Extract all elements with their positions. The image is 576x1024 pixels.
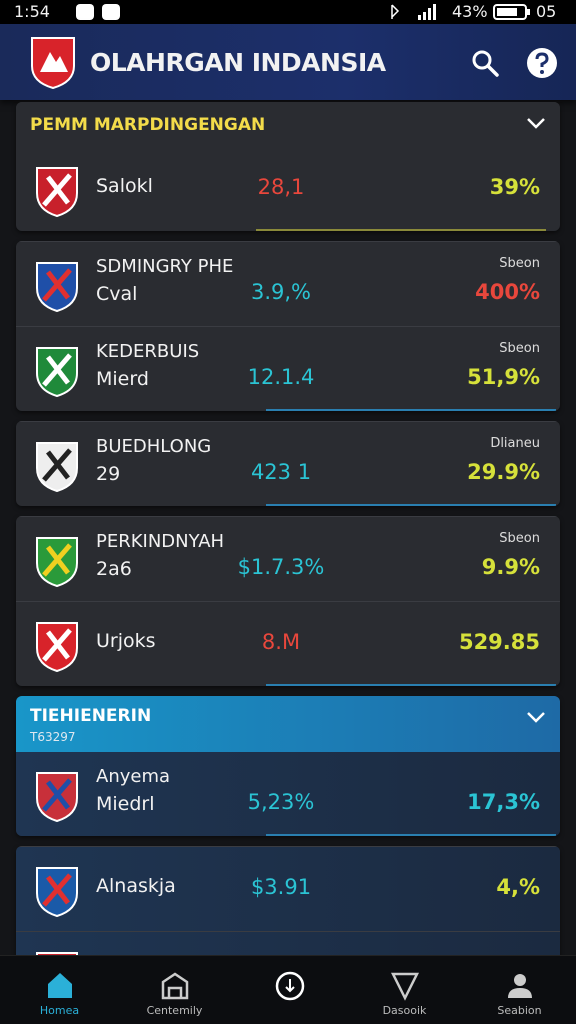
stat-change: 9.9% — [481, 555, 540, 579]
score-value: 28,1 — [257, 175, 305, 199]
match-row[interactable]: SDMINGRY PHE Cval 3.9,% Sbeon 400% — [16, 241, 560, 326]
score-value: $1.7.3% — [237, 555, 325, 579]
nav-item[interactable]: Seabion — [462, 956, 576, 1024]
app-header: OLAHRGAN INDANSIA — [0, 24, 576, 100]
team-name: PERKINDNYAH — [96, 531, 225, 552]
match-row[interactable]: RLBEIAKASIAE2.%556% — [16, 931, 560, 955]
match-card[interactable]: SDMINGRY PHE Cval 3.9,% Sbeon 400% KEDERBUIS M… — [16, 241, 560, 411]
score-value: 8.M — [261, 630, 301, 654]
match-card[interactable]: PEMM MARPDINGENGAN Salokl 28,1 39% — [16, 102, 560, 231]
match-card[interactable]: BUEDHLONG 29 423 1 Dlianeu 29.9% — [16, 421, 560, 506]
stat-change: 529.85 — [458, 630, 540, 654]
progress-line — [266, 684, 556, 686]
team-sub: Cval — [96, 283, 138, 305]
bottom-nav: Homea Centemily Dasooik Seabion — [0, 955, 576, 1024]
nav-icon — [161, 972, 189, 1000]
nav-item[interactable]: Homea — [2, 956, 117, 1024]
score-value: 12.1.4 — [247, 365, 315, 389]
team-logo — [36, 262, 78, 313]
status-bar: 1:54 43% 05 — [0, 0, 576, 24]
stat-change: 17,3% — [467, 790, 540, 814]
stat-change: 29.9% — [467, 460, 540, 484]
team-name: Urjoks — [96, 630, 156, 652]
score-value: 423 1 — [250, 460, 312, 484]
match-row[interactable]: PERKINDNYAH 2a6 $1.7.3% Sbeon 9.9% — [16, 516, 560, 601]
match-row[interactable]: BUEDHLONG 29 423 1 Dlianeu 29.9% — [16, 421, 560, 506]
status-time: 1:54 — [14, 2, 50, 21]
help-button[interactable] — [525, 46, 559, 80]
team-sub: 2a6 — [96, 558, 132, 580]
signal-icons — [391, 4, 436, 20]
app-title: OLAHRGAN INDANSIA — [90, 48, 386, 77]
team-name: Salokl — [96, 175, 153, 197]
section-subtitle: T63297 — [30, 730, 76, 744]
nav-icon — [508, 974, 532, 998]
score-value: $3.91 — [250, 875, 312, 899]
match-row[interactable]: Salokl 28,1 39% — [16, 147, 560, 231]
nav-icon — [390, 972, 420, 1001]
stat-change: 4,% — [496, 875, 540, 899]
nav-label: Centemily — [146, 1004, 203, 1017]
match-card[interactable]: Alnaskja $3.91 4,% RLBEIAKASIAE2.%556% — [16, 846, 560, 955]
progress-line — [266, 834, 556, 836]
team-sub: Miedrl — [96, 793, 155, 815]
team-name: Anyema — [96, 766, 171, 787]
nav-item[interactable]: Centemily — [117, 956, 232, 1024]
nav-item[interactable] — [232, 956, 347, 1024]
team-logo — [36, 622, 78, 673]
team-name: Alnaskja — [96, 875, 176, 897]
nav-label: Homea — [39, 1004, 80, 1017]
team-logo — [36, 347, 78, 398]
stat-label: Sbeon — [499, 341, 540, 356]
nav-label: Dasooik — [382, 1004, 427, 1017]
match-card[interactable]: PERKINDNYAH 2a6 $1.7.3% Sbeon 9.9% Urjoks 8.M 5… — [16, 516, 560, 686]
status-icons — [76, 4, 120, 20]
stat-label: Sbeon — [499, 531, 540, 546]
nav-label: Seabion — [497, 1004, 542, 1017]
score-value: 3.9,% — [250, 280, 312, 304]
nav-icon — [48, 973, 72, 998]
score-value: 5,23% — [247, 790, 315, 814]
progress-line — [256, 229, 546, 231]
battery-icon — [493, 4, 530, 20]
collapse-toggle[interactable] — [526, 710, 546, 724]
team-logo — [36, 537, 78, 588]
stat-change: 51,9% — [467, 365, 540, 389]
status-extra: 05 — [536, 2, 557, 21]
match-row[interactable]: KEDERBUIS Mierd 12.1.4 Sbeon 51,9% — [16, 326, 560, 411]
section-title: TIEHIENERIN — [30, 706, 152, 726]
nav-item[interactable]: Dasooik — [347, 956, 462, 1024]
battery-text: 43% — [452, 2, 488, 21]
match-row[interactable]: Alnaskja $3.91 4,% — [16, 846, 560, 931]
team-logo — [36, 772, 78, 823]
match-list: PEMM MARPDINGENGAN Salokl 28,1 39% SDMINGRY … — [0, 102, 576, 955]
team-logo — [36, 867, 78, 918]
app-logo[interactable] — [30, 36, 76, 90]
progress-line — [266, 504, 556, 506]
match-row[interactable]: Urjoks 8.M 529.85 — [16, 601, 560, 686]
stat-label: Sbeon — [499, 256, 540, 271]
section-header[interactable]: PEMM MARPDINGENGAN — [16, 102, 560, 147]
stat-change: 39% — [489, 175, 540, 199]
nav-icon — [275, 971, 305, 1001]
team-logo — [36, 952, 78, 955]
match-row[interactable]: Anyema Miedrl 5,23% 17,3% — [16, 752, 560, 836]
search-button[interactable] — [470, 48, 500, 78]
section-title: PEMM MARPDINGENGAN — [30, 115, 266, 135]
stat-label: Dlianeu — [490, 436, 540, 451]
team-logo — [36, 442, 78, 493]
team-sub: Mierd — [96, 368, 149, 390]
match-card[interactable]: TIEHIENERIN T63297 Anyema Miedrl 5,23% 17,3% — [16, 696, 560, 836]
team-logo — [36, 167, 78, 218]
team-sub: 29 — [96, 463, 121, 485]
team-name: SDMINGRY PHE — [96, 256, 234, 277]
team-name: BUEDHLONG — [96, 436, 212, 457]
team-name: KEDERBUIS — [96, 341, 200, 362]
collapse-toggle[interactable] — [526, 116, 546, 130]
section-header[interactable]: TIEHIENERIN T63297 — [16, 696, 560, 752]
progress-line — [266, 409, 556, 411]
stat-change: 400% — [475, 280, 540, 304]
